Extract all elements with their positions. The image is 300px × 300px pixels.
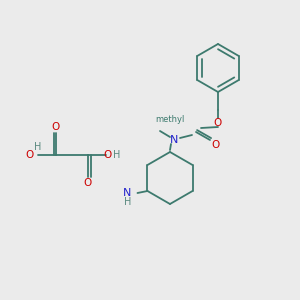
Text: O: O — [104, 150, 112, 160]
Text: methyl: methyl — [155, 115, 184, 124]
Text: H: H — [113, 150, 121, 160]
Text: H: H — [124, 197, 131, 207]
Text: O: O — [84, 178, 92, 188]
Text: H: H — [34, 142, 42, 152]
Text: N: N — [123, 188, 132, 198]
Text: O: O — [52, 122, 60, 132]
Text: O: O — [212, 140, 220, 150]
Text: O: O — [214, 118, 222, 128]
Text: O: O — [25, 150, 33, 160]
Text: N: N — [170, 135, 178, 145]
